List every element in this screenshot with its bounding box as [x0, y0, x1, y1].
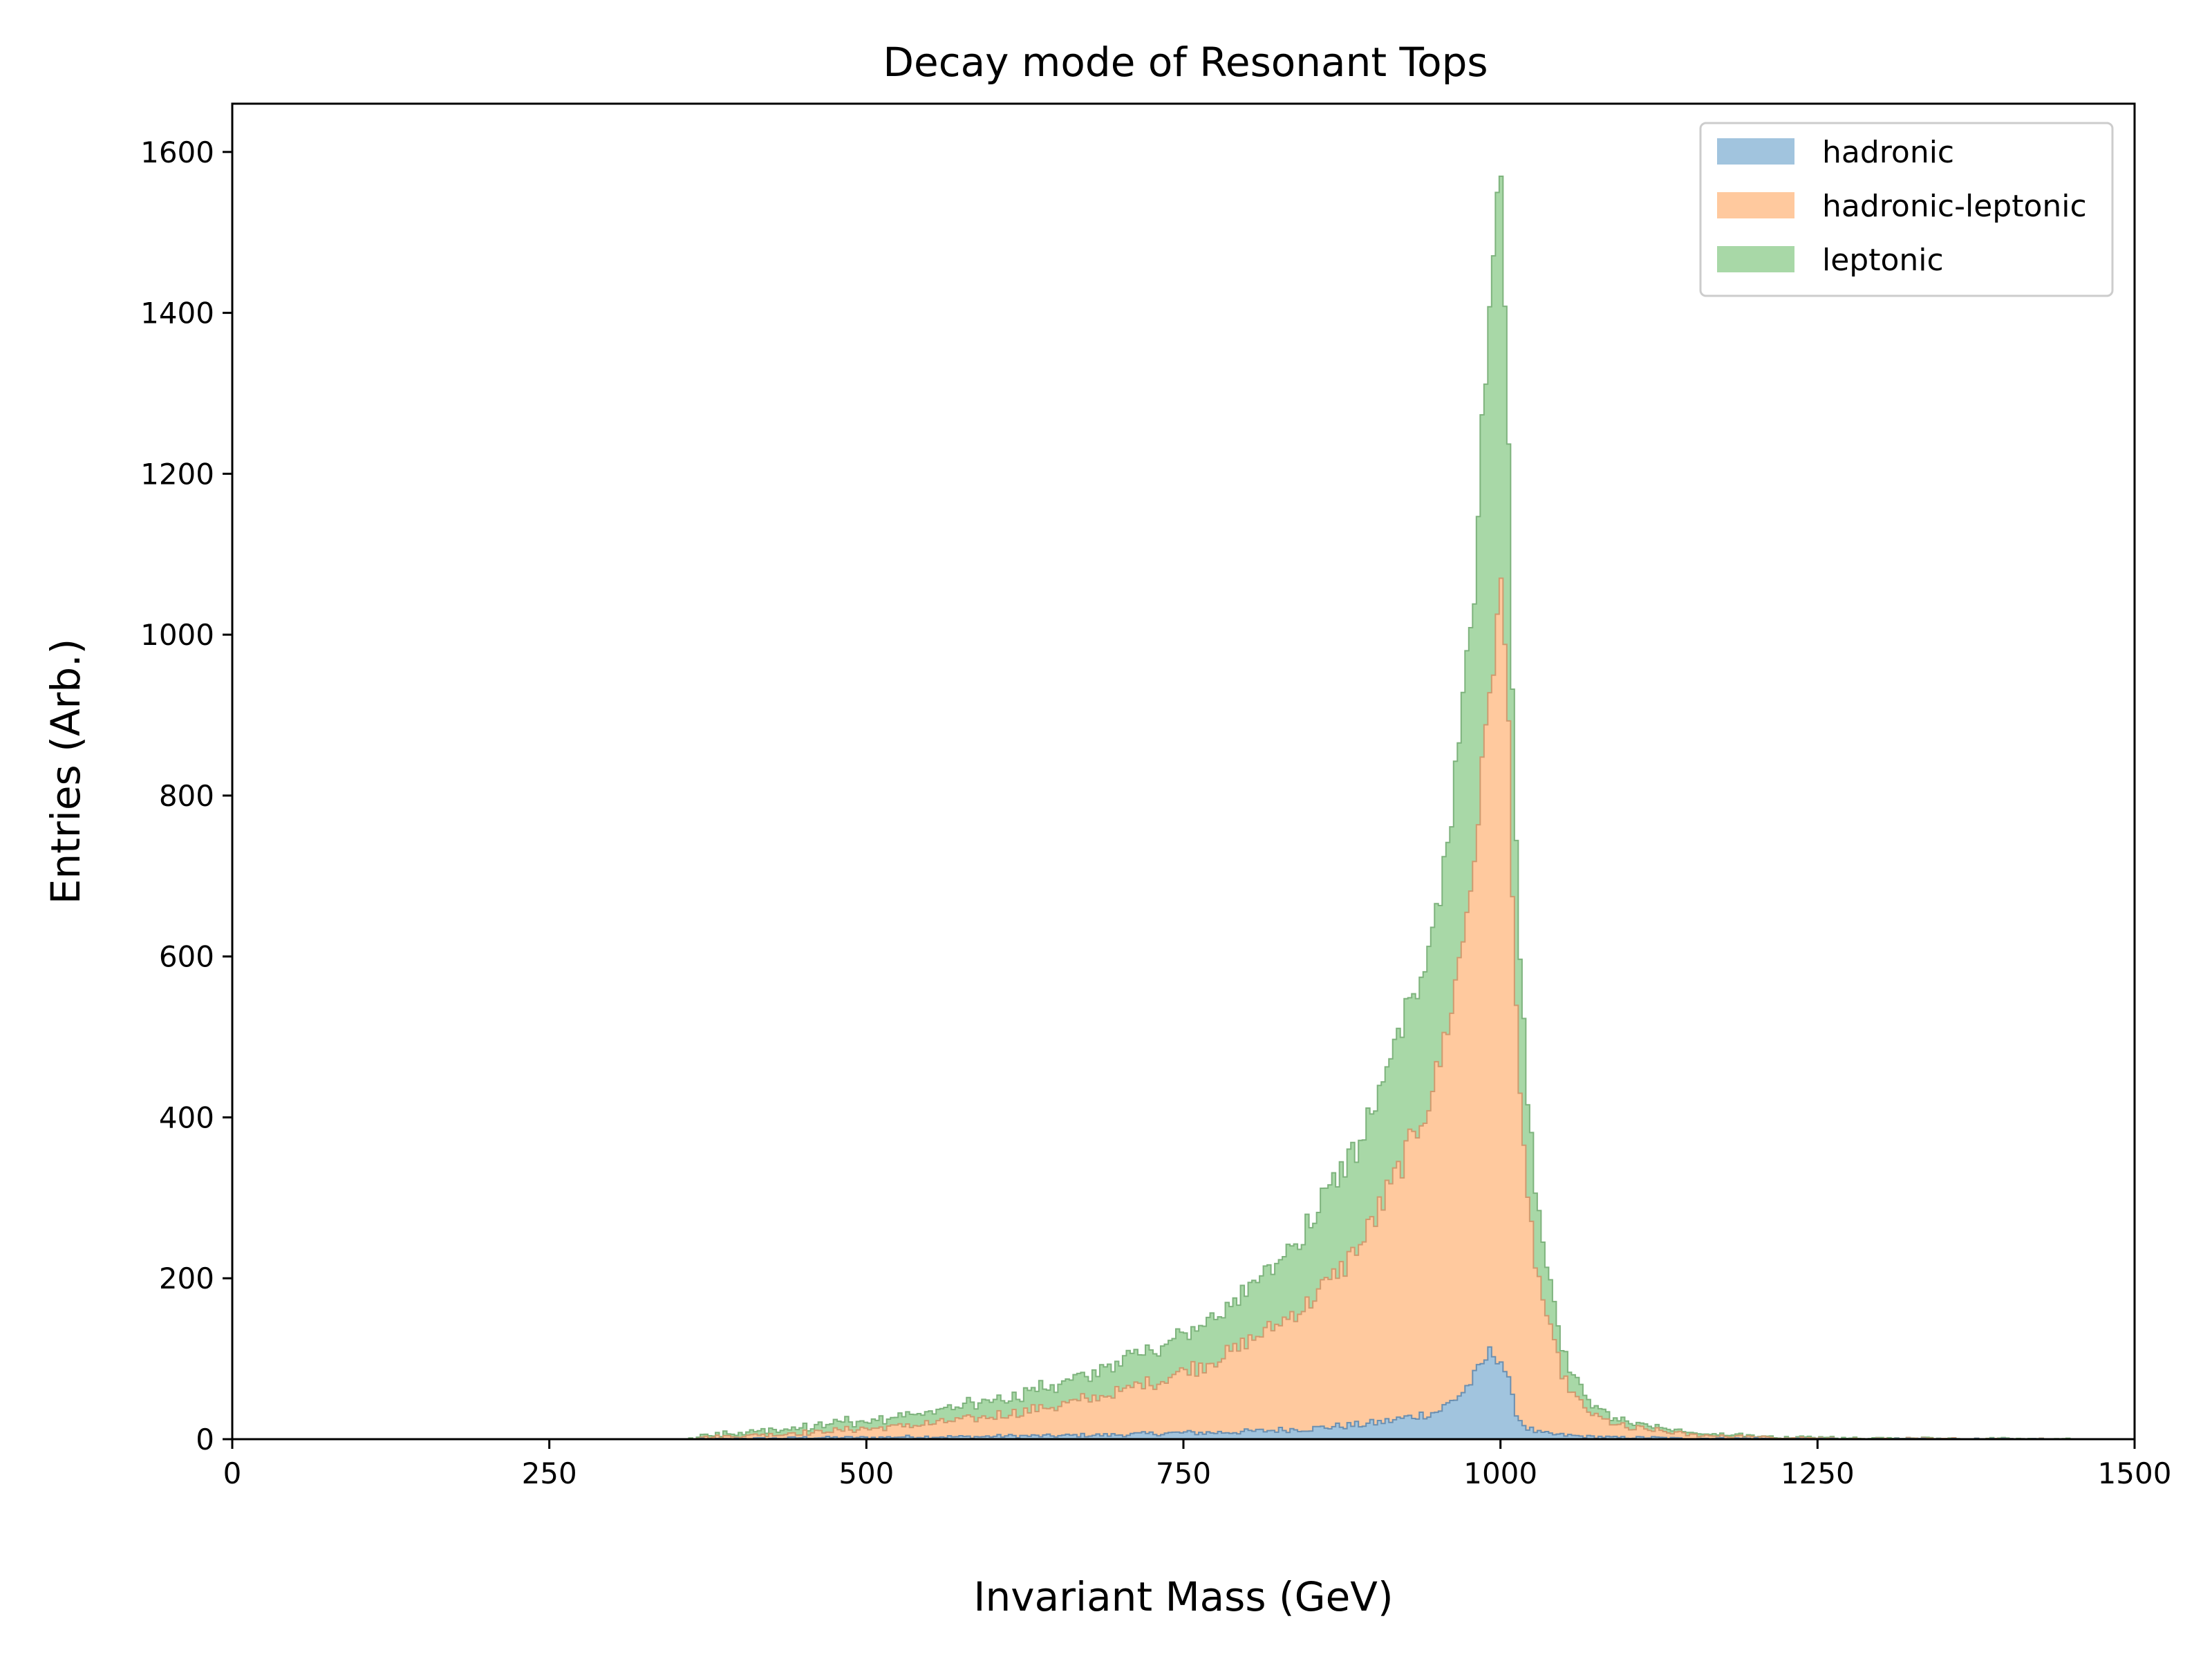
legend-label-leptonic: leptonic [1822, 243, 1944, 278]
y-tick-label: 1600 [140, 135, 214, 169]
plot-area [688, 175, 2082, 1440]
y-axis: 0 200 400 600 800 1000 1200 1400 1600 [140, 135, 232, 1456]
x-tick-label: 500 [838, 1456, 894, 1490]
y-tick-label: 1000 [140, 618, 214, 652]
y-tick-label: 800 [159, 779, 214, 813]
legend-label-hadronic: hadronic [1822, 135, 1954, 170]
y-tick-label: 400 [159, 1100, 214, 1134]
x-tick-label: 1500 [2098, 1456, 2172, 1490]
y-tick-label: 1400 [140, 297, 214, 330]
legend-frame [1699, 122, 2114, 297]
legend-swatch-hadronic-leptonic [1717, 192, 1794, 218]
plot-frame [231, 102, 2136, 1441]
legend-swatch-hadronic [1717, 138, 1794, 165]
x-tick-label: 1000 [1463, 1456, 1537, 1490]
x-axis-label: Invariant Mass (GeV) [973, 1573, 1393, 1620]
legend-label-hadronic-leptonic: hadronic-leptonic [1822, 189, 2087, 224]
y-tick-label: 200 [159, 1262, 214, 1295]
x-axis: 0 250 500 750 1000 1250 1500 [223, 1439, 2172, 1490]
x-tick-label: 1250 [1781, 1456, 1855, 1490]
y-axis-label: Entries (Arb.) [42, 639, 89, 904]
x-tick-label: 750 [1156, 1456, 1211, 1490]
series-area-hadronic-leptonic [688, 577, 2082, 1440]
chart-title: Decay mode of Resonant Tops [883, 39, 1488, 86]
y-tick-label: 1200 [140, 457, 214, 491]
x-tick-label: 250 [522, 1456, 577, 1490]
legend: hadronic hadronic-leptonic leptonic [1699, 122, 2114, 297]
x-tick-label: 0 [223, 1456, 242, 1490]
legend-swatch-leptonic [1717, 246, 1794, 272]
y-tick-label: 0 [196, 1423, 214, 1456]
y-tick-label: 600 [159, 940, 214, 974]
